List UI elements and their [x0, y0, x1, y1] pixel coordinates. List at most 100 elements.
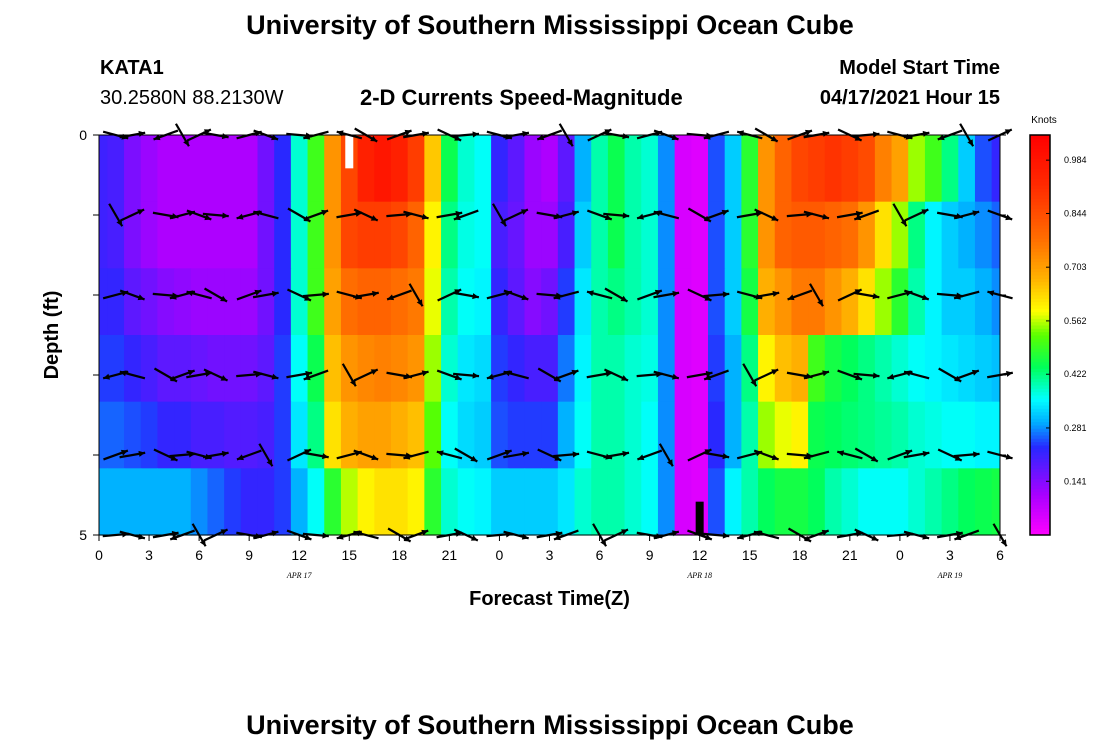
- heatmap-cell: [758, 468, 776, 536]
- heatmap-cell: [758, 335, 776, 403]
- heatmap-cell: [124, 468, 142, 536]
- current-arrow: [119, 450, 146, 459]
- heatmap-cell: [374, 135, 392, 203]
- current-arrow: [203, 287, 228, 303]
- current-arrow: [286, 448, 312, 462]
- colorbar-swatch: [1030, 381, 1050, 386]
- current-arrow: [753, 449, 779, 461]
- current-arrow: [686, 370, 713, 379]
- heatmap-cell: [274, 201, 292, 269]
- heatmap-cell: [441, 268, 459, 336]
- heatmap-cell: [157, 201, 175, 269]
- current-arrow: [953, 451, 980, 458]
- heatmap-cell: [541, 135, 559, 203]
- current-arrow: [353, 449, 379, 461]
- heatmap-cell: [374, 268, 392, 336]
- heatmap-cell: [808, 401, 826, 469]
- current-arrow: [503, 370, 529, 380]
- current-arrow: [503, 450, 530, 459]
- colorbar-swatch: [1030, 181, 1050, 186]
- heatmap-cell: [307, 268, 325, 336]
- heatmap-cell: [908, 401, 926, 469]
- heatmap-cell: [791, 135, 809, 203]
- heatmap-cell: [524, 401, 542, 469]
- heatmap-cell: [891, 468, 909, 536]
- heatmap-cell: [674, 268, 692, 336]
- colorbar-swatch: [1030, 395, 1050, 399]
- colorbar-tick-label: 0.562: [1064, 316, 1087, 326]
- y-axis-label: Depth (ft): [41, 291, 63, 380]
- heatmap-cell: [541, 201, 559, 269]
- heatmap-cell: [274, 135, 292, 203]
- heatmap-cell: [124, 135, 142, 203]
- colorbar-swatch: [1030, 401, 1050, 406]
- current-arrow: [854, 447, 879, 463]
- heatmap-cell: [674, 468, 692, 536]
- heatmap-cell: [541, 335, 559, 403]
- current-arrow: [353, 208, 379, 222]
- heatmap-cell: [791, 335, 809, 403]
- colorbar-swatch: [1030, 515, 1050, 519]
- heatmap-cell: [908, 135, 926, 203]
- heatmap-cell: [207, 268, 225, 336]
- heatmap-cell: [557, 201, 576, 269]
- heatmap-cells: [69, 133, 1031, 537]
- heatmap-cell: [507, 468, 526, 536]
- heatmap-cell: [674, 401, 692, 469]
- heatmap-cell: [641, 335, 659, 403]
- heatmap-cell: [390, 201, 409, 269]
- colorbar-swatch: [1030, 441, 1050, 446]
- current-arrow: [803, 450, 830, 460]
- colorbar-swatch: [1030, 288, 1050, 293]
- heatmap-cell: [224, 135, 242, 203]
- colorbar-swatch: [1030, 368, 1050, 373]
- colorbar-swatch: [1030, 165, 1050, 169]
- heatmap-cell: [324, 401, 342, 469]
- heatmap-cell: [507, 201, 526, 269]
- current-arrow: [787, 289, 813, 301]
- current-arrow: [604, 287, 629, 303]
- heatmap-cell: [741, 201, 759, 269]
- heatmap-cell: [941, 468, 959, 536]
- heatmap-cell: [808, 335, 826, 403]
- heatmap-cell: [557, 268, 576, 336]
- colorbar-swatch: [1030, 451, 1050, 456]
- colorbar-swatch: [1030, 178, 1050, 183]
- heatmap-cell: [441, 468, 459, 536]
- heatmap-cell: [741, 135, 759, 203]
- heatmap-cell: [207, 201, 225, 269]
- colorbar-swatch: [1030, 245, 1050, 249]
- current-arrow: [286, 288, 312, 302]
- heatmap-cell: [374, 201, 392, 269]
- colorbar-swatch: [1030, 251, 1050, 256]
- colorbar-tick-label: 0.422: [1064, 369, 1087, 379]
- model-start-time: 04/17/2021 Hour 15: [819, 87, 1000, 109]
- date-label: APR 17: [286, 571, 313, 580]
- heatmap-cell: [708, 468, 726, 536]
- colorbar-swatch: [1030, 218, 1050, 223]
- heatmap-cell: [624, 468, 642, 536]
- heatmap-cell: [974, 401, 993, 469]
- current-arrow: [837, 369, 863, 381]
- current-arrow: [658, 443, 674, 467]
- heatmap-cell: [257, 201, 275, 269]
- current-arrow: [903, 450, 930, 459]
- current-arrow: [186, 209, 212, 221]
- heatmap-cell: [140, 268, 158, 336]
- current-arrow: [937, 448, 963, 462]
- x-axis-label: Forecast Time(Z): [469, 588, 630, 610]
- heatmap-cell: [774, 268, 793, 336]
- current-arrow: [386, 289, 412, 301]
- current-arrow: [352, 290, 379, 299]
- heatmap-cell: [641, 468, 659, 536]
- heatmap-cell: [657, 135, 676, 203]
- current-arrow: [603, 212, 630, 219]
- heatmap-cell: [124, 268, 142, 336]
- x-tick-label: 9: [646, 547, 654, 563]
- current-arrow: [703, 451, 730, 460]
- heatmap-cell: [424, 135, 442, 203]
- current-arrow: [403, 450, 429, 460]
- colorbar-swatch: [1030, 418, 1050, 423]
- current-arrow: [586, 290, 613, 300]
- current-arrow: [436, 369, 462, 381]
